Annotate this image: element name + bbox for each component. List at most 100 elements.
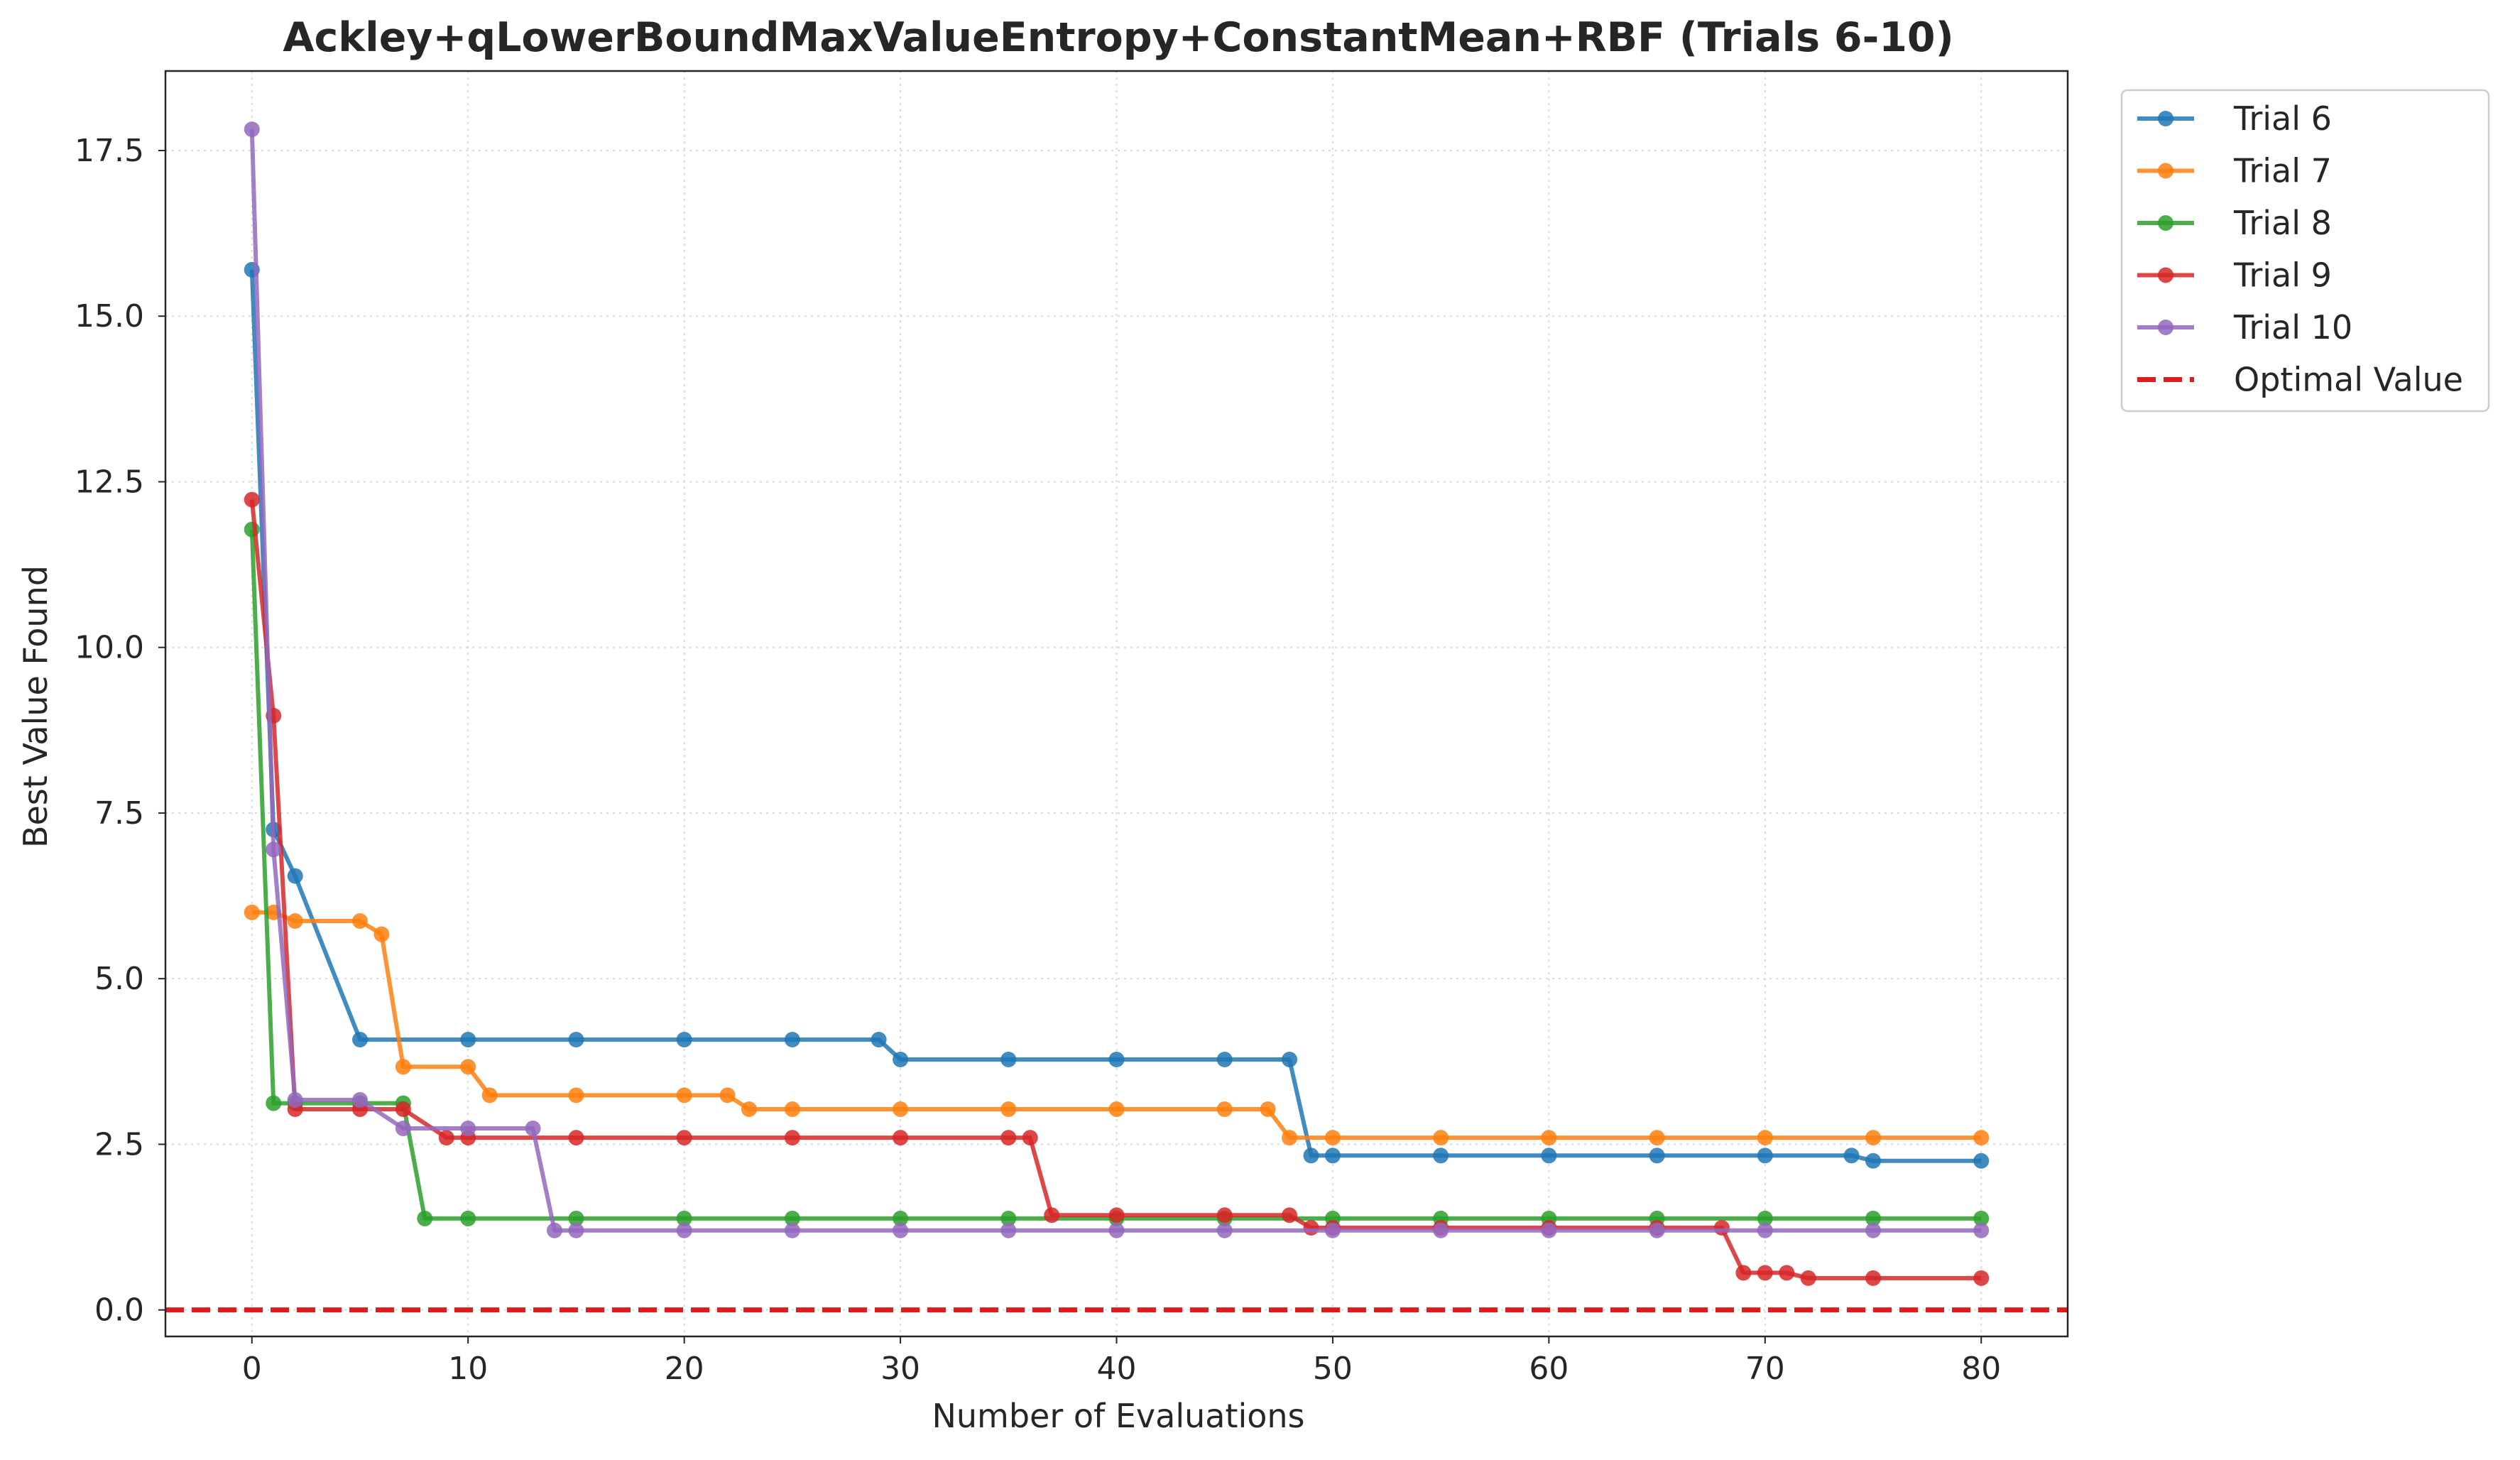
series-marker <box>1216 1052 1233 1068</box>
series-marker <box>1000 1052 1017 1068</box>
series-marker <box>1216 1101 1233 1117</box>
series-marker <box>1865 1153 1882 1169</box>
series-marker <box>351 1032 368 1048</box>
series-marker <box>460 1032 476 1048</box>
series-marker <box>784 1032 800 1048</box>
legend-label: Trial 10 <box>2233 308 2352 347</box>
legend-label: Trial 7 <box>2233 152 2332 190</box>
legend-box <box>2120 89 2490 413</box>
series-marker <box>460 1059 476 1075</box>
series-marker <box>373 926 390 942</box>
series-marker <box>1324 1148 1341 1164</box>
series-marker <box>784 1222 800 1238</box>
series-marker <box>244 121 260 138</box>
series-marker <box>1022 1130 1038 1146</box>
series-marker <box>1108 1222 1125 1238</box>
series-marker <box>568 1210 584 1226</box>
x-tick-label: 70 <box>1745 1351 1785 1387</box>
series-marker <box>1757 1222 1773 1238</box>
y-tick-label: 5.0 <box>94 961 144 997</box>
series-marker <box>481 1087 498 1104</box>
series-marker <box>1433 1130 1449 1146</box>
series-marker <box>1865 1210 1882 1226</box>
series-marker <box>568 1222 584 1238</box>
series-marker <box>525 1121 541 1137</box>
series-marker <box>244 491 260 508</box>
legend-marker <box>2158 163 2173 179</box>
series-marker <box>1973 1130 1990 1146</box>
series-marker <box>438 1130 454 1146</box>
series-marker <box>676 1210 692 1226</box>
series-marker <box>1108 1207 1125 1224</box>
y-tick-label: 7.5 <box>94 795 144 832</box>
series-marker <box>568 1087 584 1104</box>
series-marker <box>1713 1219 1730 1236</box>
series-marker <box>893 1222 909 1238</box>
series-marker <box>1757 1210 1773 1226</box>
series-marker <box>351 1091 368 1108</box>
series-marker <box>784 1101 800 1117</box>
series-marker <box>568 1032 584 1048</box>
series-marker <box>784 1210 800 1226</box>
series-marker <box>676 1222 692 1238</box>
series-marker <box>1433 1148 1449 1164</box>
series-line-trial-10 <box>249 129 1982 1233</box>
x-tick-label: 20 <box>665 1351 704 1387</box>
x-axis-label: Number of Evaluations <box>932 1397 1304 1435</box>
series-marker <box>1000 1210 1017 1226</box>
x-tick-label: 0 <box>242 1351 262 1387</box>
series-marker <box>417 1210 433 1226</box>
series-marker <box>1000 1130 1017 1146</box>
series-marker <box>1433 1222 1449 1238</box>
series-marker <box>1324 1130 1341 1146</box>
series-marker <box>1541 1130 1557 1146</box>
series-marker <box>1973 1210 1990 1226</box>
series-marker <box>893 1130 909 1146</box>
legend-marker <box>2158 267 2173 283</box>
series-marker <box>1757 1265 1773 1281</box>
series-marker <box>1757 1148 1773 1164</box>
series-marker <box>1800 1270 1816 1286</box>
series-marker <box>1865 1270 1882 1286</box>
y-tick-label: 15.0 <box>75 298 144 334</box>
series-marker <box>1000 1222 1017 1238</box>
axes-layer: 0 10 20 30 40 50 60 70 80 0.0 2.5 5.0 7.5 10.0 12.5 15.… <box>75 70 2069 1387</box>
legend-label: Trial 6 <box>2233 99 2332 138</box>
series-marker <box>676 1087 692 1104</box>
series-marker <box>1649 1130 1665 1146</box>
series-marker <box>287 913 303 930</box>
series-marker <box>244 904 260 920</box>
series-marker <box>1000 1101 1017 1117</box>
legend: Trial 6 Trial 7 Trial 8 Trial 9 Trial 10 Opti… <box>2120 89 2490 413</box>
series-marker <box>893 1210 909 1226</box>
legend-marker <box>2158 111 2173 126</box>
series-marker <box>287 1091 303 1108</box>
x-tick-label: 30 <box>880 1351 920 1387</box>
series-marker <box>676 1032 692 1048</box>
series-marker <box>1649 1222 1665 1238</box>
series-marker <box>460 1121 476 1137</box>
series-marker <box>395 1121 411 1137</box>
series-marker <box>546 1222 562 1238</box>
series-marker <box>1865 1130 1882 1146</box>
series-marker <box>1108 1052 1125 1068</box>
series-marker <box>1108 1101 1125 1117</box>
legend-marker <box>2158 320 2173 335</box>
series-marker <box>266 841 282 858</box>
series-marker <box>287 868 303 884</box>
series-marker <box>871 1032 887 1048</box>
series-marker <box>1216 1222 1233 1238</box>
x-tick-label: 50 <box>1313 1351 1353 1387</box>
series-marker <box>1216 1207 1233 1224</box>
series-marker <box>1843 1148 1860 1164</box>
legend-marker <box>2158 215 2173 231</box>
series-marker <box>1282 1207 1298 1224</box>
series-marker <box>568 1130 584 1146</box>
series-marker <box>1973 1270 1990 1286</box>
series-marker <box>395 1059 411 1075</box>
legend-label: Trial 9 <box>2233 256 2332 295</box>
series-marker <box>1779 1265 1795 1281</box>
series-marker <box>719 1087 736 1104</box>
series-marker <box>460 1210 476 1226</box>
